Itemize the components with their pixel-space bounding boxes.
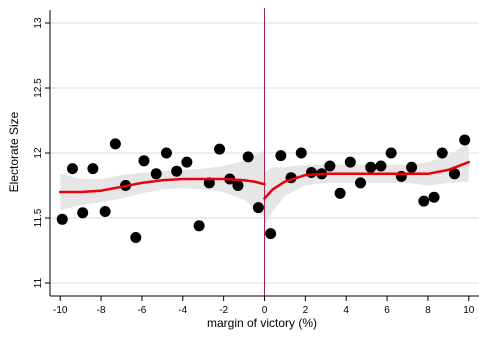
data-point bbox=[448, 168, 460, 180]
data-point bbox=[242, 151, 254, 163]
data-point bbox=[160, 147, 172, 159]
data-point bbox=[130, 232, 142, 243]
x-tick-label: 4 bbox=[343, 305, 349, 316]
x-tick-label: 6 bbox=[384, 305, 390, 316]
y-axis-label: Electorate Size bbox=[7, 111, 21, 192]
data-point bbox=[99, 206, 111, 217]
data-point bbox=[459, 134, 471, 146]
data-point bbox=[138, 155, 150, 167]
data-point bbox=[344, 156, 356, 168]
x-tick-label: -8 bbox=[97, 305, 106, 316]
fit-line-right bbox=[263, 160, 471, 200]
confidence-bands bbox=[60, 142, 469, 225]
data-point bbox=[418, 195, 430, 207]
x-tick-label: -10 bbox=[53, 305, 68, 316]
x-tick-label: 8 bbox=[425, 305, 431, 316]
axes: 11 11.5 12 12.5 13 -10 -8 -6 -4 -2 0 2 4 6 8 10 bbox=[33, 10, 479, 316]
data-point bbox=[150, 168, 162, 180]
x-tick-label: -2 bbox=[219, 305, 228, 316]
x-tick-label: 2 bbox=[303, 305, 309, 316]
data-point bbox=[232, 180, 244, 191]
data-point bbox=[66, 163, 78, 175]
x-tick-label: 10 bbox=[463, 305, 475, 316]
data-point bbox=[56, 213, 68, 225]
data-points bbox=[56, 134, 471, 243]
data-point bbox=[385, 147, 397, 159]
x-axis-label: margin of victory (%) bbox=[207, 316, 317, 330]
data-point bbox=[265, 228, 277, 240]
data-point bbox=[181, 156, 193, 168]
data-point bbox=[334, 187, 346, 199]
x-tick-label: 0 bbox=[262, 305, 268, 316]
data-point bbox=[275, 150, 287, 162]
y-tick-label: 12.5 bbox=[33, 78, 44, 98]
data-point bbox=[171, 165, 183, 177]
data-point bbox=[109, 138, 121, 150]
data-point bbox=[406, 161, 418, 173]
fit-lines bbox=[58, 160, 471, 200]
data-point bbox=[77, 207, 89, 219]
confidence-band-left bbox=[60, 150, 265, 218]
data-point bbox=[355, 177, 367, 189]
confidence-band-right bbox=[264, 142, 469, 225]
y-tick-label: 11 bbox=[33, 277, 44, 288]
y-tick-label: 13 bbox=[33, 17, 44, 29]
data-point bbox=[436, 147, 448, 159]
data-point bbox=[252, 202, 264, 214]
fit-line-left bbox=[58, 177, 266, 194]
data-point bbox=[305, 167, 317, 178]
data-point bbox=[295, 147, 307, 159]
data-point bbox=[87, 163, 99, 175]
y-tick-label: 11.5 bbox=[33, 208, 44, 227]
data-point bbox=[395, 170, 407, 182]
data-point bbox=[214, 143, 226, 155]
data-point bbox=[365, 161, 377, 173]
data-point bbox=[428, 191, 440, 203]
x-tick-label: -6 bbox=[137, 305, 146, 316]
data-point bbox=[193, 220, 205, 232]
data-point bbox=[375, 160, 387, 172]
y-tick-label: 12 bbox=[33, 147, 44, 159]
data-point bbox=[324, 160, 336, 172]
x-tick-label: -4 bbox=[178, 305, 187, 316]
